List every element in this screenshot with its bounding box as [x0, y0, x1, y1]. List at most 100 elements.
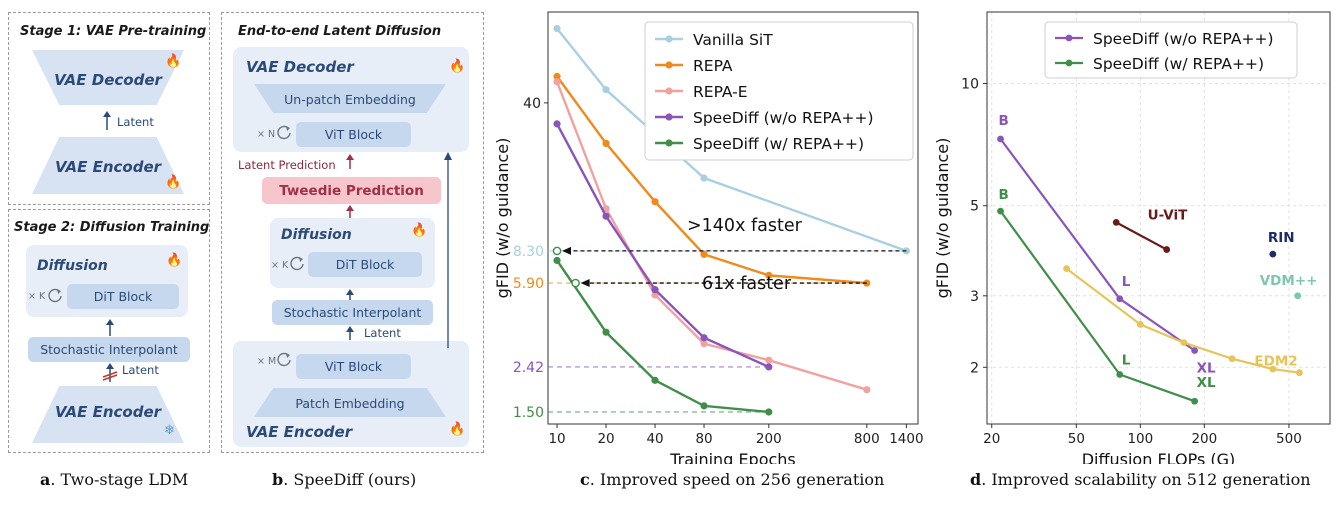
- point-label: B: [999, 113, 1009, 129]
- x-tick-label: 20: [597, 431, 614, 447]
- series-line: [1065, 267, 1300, 374]
- data-point: [553, 256, 561, 265]
- legend-label: SpeeDiff (w/ REPA++): [1093, 55, 1264, 73]
- data-point: [765, 408, 773, 416]
- stochastic-interpolant-block: Stochastic Interpolant: [272, 300, 433, 325]
- legend-marker: [665, 113, 673, 121]
- up-arrow-icon: [346, 205, 354, 218]
- x-axis-label: Diffusion FLOPs (G): [1082, 450, 1236, 464]
- vae-encoder-label: VAE Encoder: [54, 158, 162, 176]
- point-label: L: [1122, 274, 1131, 290]
- legend-marker: [665, 35, 673, 43]
- vae-encoder-shape: [32, 137, 184, 194]
- unpatch-embedding-label: Un-patch Embedding: [284, 92, 416, 107]
- legend-label: SpeeDiff (w/o REPA++): [1093, 30, 1274, 48]
- series-line: [1115, 221, 1168, 251]
- up-arrow-icon: [346, 289, 354, 301]
- repeat-m-label: × M: [257, 356, 277, 367]
- data-point: [1112, 218, 1120, 226]
- data-point: [1136, 321, 1144, 328]
- tweedie-prediction-block: Tweedie Prediction: [262, 177, 441, 204]
- dit-block: DiT Block: [308, 252, 422, 277]
- speedup-arrowhead: [580, 279, 590, 288]
- matched-point: [552, 246, 562, 256]
- plot-frame: [986, 11, 1331, 425]
- data-point: [602, 328, 610, 336]
- reference-tick-label: 2.42: [513, 360, 544, 376]
- legend-box: [1044, 21, 1298, 79]
- stochastic-interpolant-block: Stochastic Interpolant: [28, 337, 190, 362]
- legend-marker: [1065, 34, 1073, 42]
- x-tick-label: 10: [548, 431, 565, 447]
- speedup-label: >140x faster: [687, 216, 803, 236]
- series-line: [999, 210, 1195, 403]
- data-point: [700, 250, 708, 258]
- baseline-label: VDM++: [1260, 273, 1318, 289]
- x-tick-label: 200: [756, 431, 782, 447]
- snowflake-icon: ❄: [164, 423, 175, 438]
- data-point: [1180, 339, 1188, 347]
- series-line: [555, 81, 868, 391]
- caption-b: b. SpeeDiff (ours): [272, 470, 417, 489]
- loop-icon: [290, 256, 304, 271]
- data-point: [1269, 365, 1277, 373]
- data-point: [553, 25, 561, 33]
- point-label: XL: [1197, 375, 1216, 391]
- data-point: [1116, 371, 1124, 378]
- panel-b-title: End-to-end Latent Diffusion: [238, 24, 442, 39]
- repeat-k-label: × K: [271, 260, 289, 271]
- x-tick-label: 500: [1276, 431, 1302, 447]
- up-arrow-icon: [103, 111, 111, 130]
- data-point: [1191, 347, 1199, 354]
- fire-icon: 🔥: [449, 59, 466, 74]
- loop-icon: [277, 352, 291, 367]
- legend-label: REPA: [693, 57, 733, 75]
- fire-icon: 🔥: [449, 422, 466, 437]
- data-point: [1063, 265, 1071, 273]
- baseline-label: U-ViT: [1148, 207, 1188, 223]
- data-point: [765, 271, 773, 279]
- data-point: [602, 86, 610, 94]
- data-point: [700, 402, 708, 410]
- baseline-label: RIN: [1268, 230, 1295, 246]
- data-point: [602, 139, 610, 148]
- vae-decoder-label: VAE Decoder: [246, 58, 354, 76]
- data-point: [1228, 355, 1236, 363]
- x-tick-label: 20: [983, 431, 1000, 447]
- legend-label: REPA-E: [693, 83, 748, 101]
- data-point: [863, 279, 871, 287]
- skip-connection-arrow: [444, 152, 452, 348]
- up-arrow-icon: [346, 326, 354, 340]
- data-point: [1296, 369, 1303, 377]
- panel-a-stage1-box: [8, 12, 210, 205]
- x-tick-label: 50: [1068, 431, 1085, 447]
- y-tick-label: 40: [523, 96, 541, 112]
- legend-marker: [665, 139, 673, 147]
- plot-frame: [547, 11, 919, 425]
- speedup-label: 61x faster: [702, 274, 792, 294]
- legend-box: [644, 21, 914, 161]
- vae-encoder-frozen-shape: [32, 386, 184, 443]
- up-arrow-icon: [106, 319, 114, 336]
- up-arrow-icon: [346, 154, 354, 169]
- series-line: [999, 138, 1196, 352]
- patch-embedding-shape: [254, 388, 446, 417]
- latent-arrow-label: Latent: [364, 326, 401, 340]
- y-tick-label: 3: [970, 289, 979, 305]
- data-point: [1191, 397, 1199, 405]
- data-point: [651, 198, 659, 206]
- data-point: [700, 334, 708, 342]
- reference-tick-label: 1.50: [513, 405, 544, 421]
- speedup-arrowhead: [562, 246, 572, 255]
- vae-decoder-label: VAE Decoder: [54, 71, 162, 89]
- point-label: B: [999, 187, 1009, 203]
- diffusion-label: Diffusion: [37, 258, 108, 274]
- data-point: [1163, 246, 1171, 253]
- data-point: [553, 78, 561, 86]
- matched-point: [571, 278, 580, 288]
- stage2-title: Stage 2: Diffusion Training: [14, 220, 210, 235]
- x-axis-label: Training Epochs: [669, 450, 796, 464]
- data-point: [602, 212, 610, 220]
- latent-arrow-label: Latent: [117, 115, 154, 129]
- latent-arrow-label: Latent: [122, 363, 159, 377]
